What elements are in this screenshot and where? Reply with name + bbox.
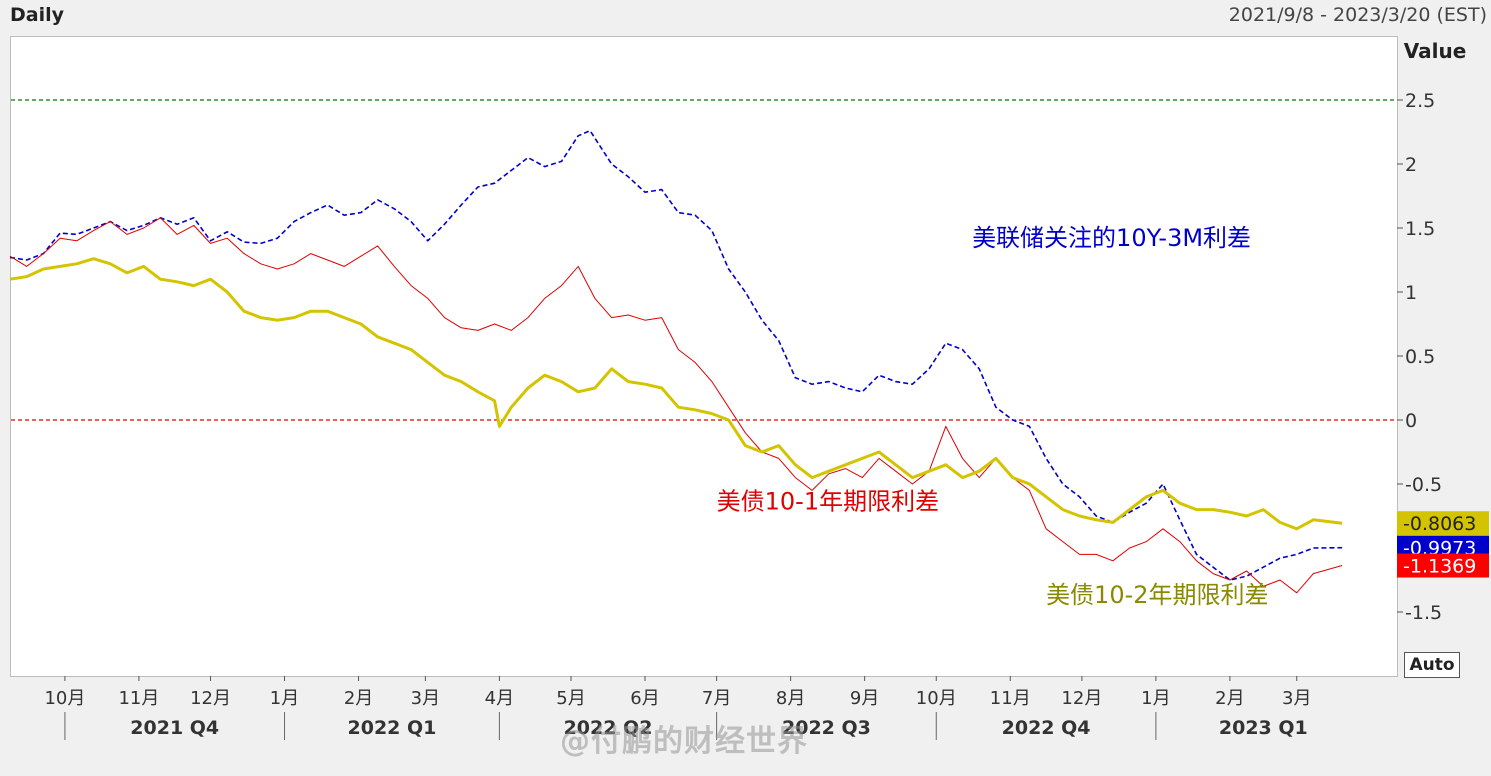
x-tick-label: 12月 bbox=[190, 688, 231, 709]
quarter-label: 2022 Q4 bbox=[1002, 717, 1091, 739]
plot-area bbox=[10, 36, 1398, 677]
date-range-label: 2021/9/8 - 2023/3/20 (EST) bbox=[1228, 4, 1487, 26]
y-tick-label: 1.5 bbox=[1405, 218, 1435, 240]
y-tick-label: 2.5 bbox=[1405, 90, 1435, 112]
x-tick-label: 8月 bbox=[776, 688, 805, 709]
x-tick-label: 1月 bbox=[270, 688, 299, 709]
x-tick-label: 3月 bbox=[411, 688, 440, 709]
series-annotation-2: 美债10-2年期限利差 bbox=[1046, 581, 1268, 609]
y-tick-label: 0.5 bbox=[1405, 346, 1435, 368]
last-value-badge-2 bbox=[1397, 511, 1489, 536]
quarter-label: 2022 Q2 bbox=[564, 717, 653, 739]
x-tick-label: 11月 bbox=[990, 688, 1031, 709]
chart-title: Daily bbox=[10, 4, 65, 26]
quarter-label: 2022 Q3 bbox=[782, 717, 871, 739]
last-value-label-1: -1.1369 bbox=[1403, 556, 1476, 578]
x-tick-label: 9月 bbox=[850, 688, 879, 709]
y-tick-label: -0.5 bbox=[1405, 474, 1442, 496]
x-tick-label: 1月 bbox=[1141, 688, 1170, 709]
series-annotation-1: 美债10-1年期限利差 bbox=[717, 488, 939, 516]
series-line-1 bbox=[9, 217, 1343, 594]
x-tick-label: 12月 bbox=[1061, 688, 1102, 709]
y-tick-label: 1 bbox=[1405, 282, 1417, 304]
auto-scale-button[interactable]: Auto bbox=[1404, 652, 1460, 678]
y-axis-label: Value bbox=[1404, 39, 1467, 63]
x-tick-label: 10月 bbox=[44, 688, 85, 709]
quarter-label: 2022 Q1 bbox=[348, 717, 437, 739]
watermark: @付鹏的财经世界 bbox=[560, 724, 808, 759]
x-tick-label: 4月 bbox=[485, 688, 514, 709]
series-line-2 bbox=[9, 257, 1343, 531]
x-tick-label: 3月 bbox=[1282, 688, 1311, 709]
quarter-label: 2023 Q1 bbox=[1219, 717, 1308, 739]
x-tick-label: 2月 bbox=[344, 688, 373, 709]
x-tick-label: 6月 bbox=[630, 688, 659, 709]
last-value-label-2: -0.8063 bbox=[1403, 513, 1476, 535]
x-tick-label: 5月 bbox=[556, 688, 585, 709]
quarter-label: 2021 Q4 bbox=[130, 717, 219, 739]
x-tick-label: 10月 bbox=[916, 688, 957, 709]
series-annotation-0: 美联储关注的10Y-3M利差 bbox=[972, 224, 1251, 252]
y-tick-label: 2 bbox=[1405, 154, 1417, 176]
last-value-badge-1 bbox=[1397, 553, 1489, 578]
y-tick-label: -1.5 bbox=[1405, 602, 1442, 624]
x-tick-label: 11月 bbox=[118, 688, 159, 709]
y-tick-label: 0 bbox=[1405, 410, 1417, 432]
series-line-0 bbox=[9, 129, 1343, 581]
x-tick-label: 2月 bbox=[1215, 688, 1244, 709]
x-tick-label: 7月 bbox=[702, 688, 731, 709]
